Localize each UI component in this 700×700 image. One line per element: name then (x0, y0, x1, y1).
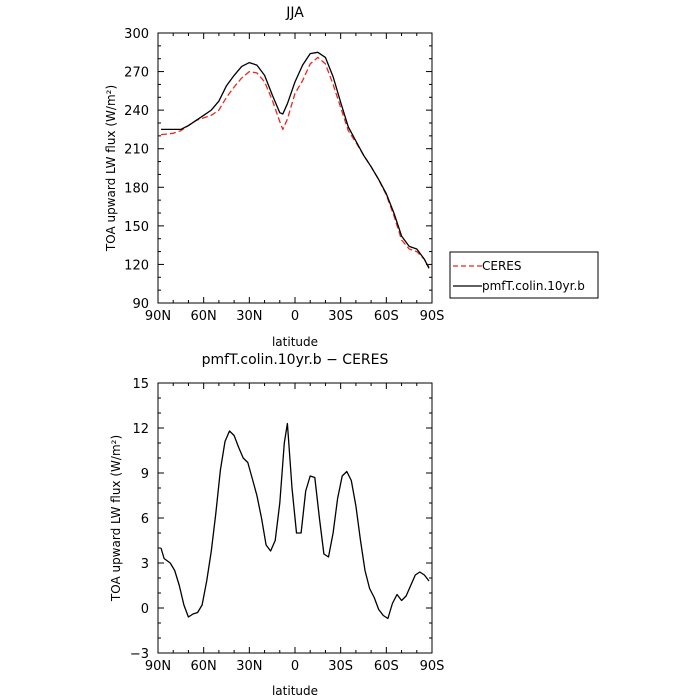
x-tick-label: 90S (420, 659, 445, 674)
x-tick-label: 60S (374, 659, 399, 674)
x-tick-label: 90N (145, 659, 171, 674)
legend: CERES pmfT.colin.10yr.b (449, 251, 599, 299)
y-tick-label: 0 (141, 602, 149, 617)
y-tick-label: 270 (124, 66, 149, 81)
chart-panel-top: JJA 90N 60N 30N 0 30S 60S 90S 90 120 150 180 210 240… (104, 5, 444, 349)
chart-title-bottom: pmfT.colin.10yr.b − CERES (202, 352, 389, 368)
y-axis-label-bottom: TOA upward LW flux (W/m²) (109, 435, 123, 602)
x-tick-label: 0 (291, 309, 299, 324)
series-lines-bottom (160, 422, 430, 620)
y-tick-label: 240 (124, 104, 149, 119)
x-tick-label: 90S (420, 309, 445, 324)
x-tick-label: 60N (191, 309, 217, 324)
y-tick-label: 180 (124, 181, 149, 196)
legend-label-ceres: CERES (482, 259, 522, 273)
x-tick-label: 0 (291, 659, 299, 674)
plot-frame-top (157, 32, 433, 304)
y-tick-label: 3 (141, 557, 149, 572)
y-tick-label: −3 (130, 647, 149, 662)
x-axis-label-bottom: latitude (272, 684, 318, 698)
x-tick-label: 60S (374, 309, 399, 324)
y-tick-label: 90 (132, 297, 149, 312)
y-tick-label: 210 (124, 143, 149, 158)
y-tick-label: 300 (124, 27, 149, 42)
legend-box (449, 251, 599, 299)
x-axis-label-top: latitude (272, 335, 318, 349)
chart-title-top: JJA (285, 5, 304, 21)
chart-panel-bottom: pmfT.colin.10yr.b − CERES 90N 60N 30N 0 30S 6… (109, 352, 444, 698)
y-tick-label: 150 (124, 220, 149, 235)
x-tick-label: 30S (328, 659, 353, 674)
series-line-difference (160, 422, 430, 620)
y-tick-label: 15 (132, 377, 149, 392)
y-tick-label: 6 (141, 512, 149, 527)
x-tick-label: 60N (191, 659, 217, 674)
series-line-ceres (160, 56, 430, 268)
y-tick-label: 120 (124, 258, 149, 273)
legend-label-model: pmfT.colin.10yr.b (482, 279, 585, 293)
axis-ticks-bottom: 90N 60N 30N 0 30S 60S 90S −3 0 3 6 9 12 15 (130, 377, 445, 674)
x-tick-label: 30N (236, 309, 262, 324)
y-axis-label-top: TOA upward LW flux (W/m²) (104, 85, 118, 252)
series-line-model (161, 51, 430, 269)
x-tick-label: 90N (145, 309, 171, 324)
y-tick-label: 12 (132, 422, 149, 437)
axis-ticks-top: 90N 60N 30N 0 30S 60S 90S 90 120 150 180 210 240 270 3… (124, 27, 444, 324)
x-tick-label: 30S (328, 309, 353, 324)
y-tick-label: 9 (141, 467, 149, 482)
series-lines-top (160, 51, 430, 269)
x-tick-label: 30N (236, 659, 262, 674)
